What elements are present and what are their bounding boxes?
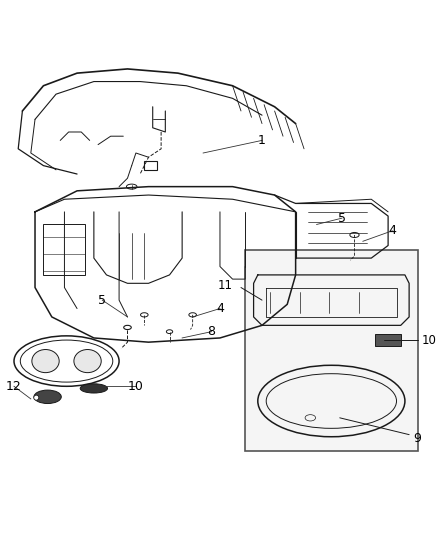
- Text: 5: 5: [98, 294, 106, 306]
- Ellipse shape: [34, 390, 61, 403]
- Text: 11: 11: [218, 279, 233, 292]
- Text: 8: 8: [208, 325, 215, 338]
- Ellipse shape: [32, 350, 59, 373]
- Ellipse shape: [74, 350, 101, 373]
- Polygon shape: [375, 334, 401, 346]
- Text: 9: 9: [413, 432, 421, 446]
- Bar: [245, 249, 417, 451]
- Ellipse shape: [80, 384, 107, 393]
- Text: 12: 12: [6, 380, 22, 393]
- Text: 1: 1: [258, 134, 266, 147]
- Ellipse shape: [34, 395, 39, 400]
- Text: 10: 10: [422, 334, 437, 346]
- Text: 10: 10: [128, 380, 144, 393]
- Text: 4: 4: [389, 224, 396, 237]
- Text: 5: 5: [338, 212, 346, 225]
- Text: 4: 4: [216, 302, 224, 315]
